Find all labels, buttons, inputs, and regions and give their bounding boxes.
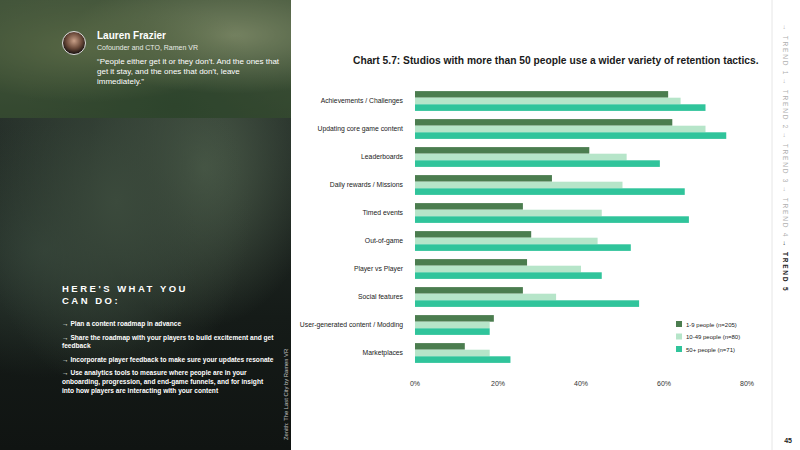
nav-item: → TREND 2 — [782, 78, 789, 130]
bar — [415, 119, 672, 126]
bar — [415, 104, 706, 111]
category-label: Leaderboards — [361, 153, 404, 160]
bar — [415, 126, 706, 133]
left-panel: Lauren Frazier Cofounder and CTO, Ramen … — [0, 0, 291, 450]
bar — [415, 300, 639, 307]
tick-label: 20% — [491, 380, 505, 387]
tick-mark — [747, 368, 748, 370]
bar — [415, 160, 660, 167]
category-label: Player vs Player — [354, 265, 404, 273]
bar — [415, 322, 490, 329]
bar — [415, 98, 681, 105]
bar — [415, 356, 510, 363]
tip-item: → Incorporate player feedback to make su… — [62, 356, 274, 365]
tick-label: 60% — [657, 380, 671, 387]
bar — [415, 272, 602, 279]
bar — [415, 147, 589, 154]
category-label: Timed events — [362, 209, 403, 216]
chart-title: Chart 5.7: Studios with more than 50 peo… — [353, 55, 759, 66]
bar — [415, 154, 627, 161]
bar — [415, 188, 685, 195]
bar — [415, 238, 598, 245]
bar — [415, 210, 602, 217]
avatar — [62, 31, 86, 55]
bar — [415, 132, 726, 139]
bar — [415, 350, 490, 357]
legend-swatch — [676, 346, 682, 352]
nav-item: → TREND 3 — [782, 132, 789, 184]
bar — [415, 287, 523, 294]
nav-separator — [772, 0, 773, 450]
legend-swatch — [676, 334, 682, 340]
tips-heading: HERE'S WHAT YOU CAN DO: — [62, 283, 197, 307]
bar — [415, 259, 527, 266]
legend-label: 1-9 people (n=205) — [686, 322, 737, 328]
image-credit: Zenith: The Last City by Ramen VR — [283, 349, 289, 440]
bar — [415, 231, 531, 238]
bar — [415, 315, 494, 322]
category-label: Achievements / Challenges — [321, 97, 404, 105]
category-label: User-generated content / Modding — [300, 321, 403, 329]
category-label: Social features — [358, 293, 404, 300]
nav-item: → TREND 4 — [782, 186, 789, 238]
bar — [415, 175, 552, 182]
nav-item: → TREND 5 — [782, 240, 789, 292]
speaker-quote: “People either get it or they don't. And… — [97, 57, 282, 87]
page-number: 45 — [784, 437, 792, 444]
bar — [415, 294, 556, 301]
category-label: Updating core game content — [318, 125, 404, 133]
speaker-name: Lauren Frazier — [97, 30, 166, 41]
bars — [415, 91, 726, 363]
category-label: Marketplaces — [363, 349, 404, 357]
tips-list: → Plan a content roadmap in advance → Sha… — [62, 320, 274, 400]
bar — [415, 182, 623, 189]
tick-mark — [415, 368, 416, 370]
bar — [415, 328, 490, 335]
bar — [415, 203, 523, 210]
legend-label: 50+ people (n=71) — [686, 347, 735, 353]
category-label: Daily rewards / Missions — [330, 181, 404, 189]
bar — [415, 244, 631, 251]
bar — [415, 91, 668, 98]
bar — [415, 216, 689, 223]
tip-item: → Plan a content roadmap in advance — [62, 320, 274, 329]
tip-item: → Share the roadmap with your players to… — [62, 334, 274, 351]
bar — [415, 266, 581, 273]
tick-mark — [664, 368, 665, 370]
speaker-role: Cofounder and CTO, Ramen VR — [97, 44, 198, 51]
tick-mark — [581, 368, 582, 370]
category-label: Out-of-game — [365, 237, 403, 245]
chart: → TREND 1 → TREND 2 → TREND 3 → TREND 4 → TR… — [0, 0, 800, 450]
legend-swatch — [676, 321, 682, 327]
nav-item: → TREND 1 — [782, 24, 789, 76]
legend-label: 10-49 people (n=80) — [686, 334, 740, 340]
tip-item: → Use analytics tools to measure where p… — [62, 369, 274, 395]
tick-label: 80% — [740, 380, 754, 387]
tick-mark — [498, 368, 499, 370]
bar — [415, 343, 465, 350]
tick-label: 40% — [574, 380, 588, 387]
tick-label: 0% — [410, 380, 420, 387]
